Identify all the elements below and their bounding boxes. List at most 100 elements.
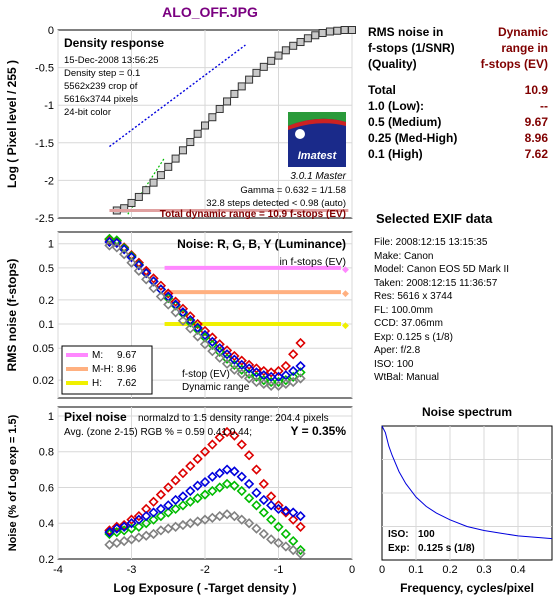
density-point [289, 41, 298, 50]
pixel-noise-point-b [155, 503, 167, 515]
summary-header-left-3: (Quality) [368, 57, 417, 71]
density-point [142, 186, 151, 195]
pixel-noise-chart: 1 0.8 0.6 0.4 0.2-4 -3 -2 -1 0 Log Exposure ( -Ta… [7, 406, 355, 595]
pixel-noise-point-b [133, 514, 144, 525]
pixel-noise-point-g [141, 518, 152, 529]
pixel-noise-point-g [155, 510, 167, 522]
pixel-noise-point-b [170, 494, 181, 506]
y-tick-label: 0.2 [39, 554, 54, 566]
pixel-noise-point-b [280, 505, 291, 516]
pixel-noise-point-y [288, 544, 299, 556]
density-point [149, 178, 158, 187]
pixel-noise-point-g [163, 507, 174, 518]
noise-point-r [148, 273, 159, 284]
summary-value: 7.62 [524, 147, 548, 161]
pixel-noise-point-g [185, 496, 196, 507]
noise-point-y [133, 265, 144, 276]
exif-line: File: 2008:12:15 13:15:35 [374, 237, 488, 248]
info-line: 5616x3744 pixels [64, 94, 138, 105]
y-tick-label: 0.1 [39, 319, 54, 331]
x-tick-label: 0 [349, 564, 355, 576]
density-point [245, 75, 254, 84]
noise-point-b [104, 236, 115, 248]
pixel-noise-point-y [280, 541, 291, 552]
y-axis-label: Log ( Pixel level / 255 ) [5, 60, 19, 188]
noise-point-r [163, 288, 174, 299]
y-tick-label: 0.2 [39, 295, 54, 307]
page-title: ALO_OFF.JPG [162, 4, 258, 20]
summary-row-high: 0.1 (High) 7.62 [368, 146, 548, 162]
density-point [296, 38, 305, 47]
pixel-noise-point-g [214, 482, 225, 493]
density-point [274, 51, 283, 60]
chart-title: Noise spectrum [422, 405, 512, 419]
pixel-noise-point-b [199, 476, 211, 488]
density-point [178, 146, 187, 155]
dynamic-range-summary: RMS noise in Dynamic f-stops (1/SNR) ran… [368, 24, 548, 162]
summary-row-total: Total 10.9 [368, 82, 548, 98]
threshold-marker: ◆ [342, 288, 349, 298]
pixel-noise-point-g [133, 521, 144, 532]
logo-text: Imatest [298, 150, 338, 162]
pixel-noise-point-g [236, 485, 247, 497]
pixel-noise-point-r [133, 510, 144, 522]
summary-header-right-2: range in [501, 41, 548, 55]
pixel-noise-point-r [214, 432, 225, 443]
summary-row-med-high: 0.25 (Med-High) 8.96 [368, 130, 548, 146]
pixel-noise-point-b [119, 521, 130, 532]
y-axis-label: Noise (% of Log exp = 1.5) [7, 414, 19, 551]
y-tick-label: 0.05 [33, 343, 54, 355]
pixel-noise-point-r [236, 439, 247, 450]
density-response-chart: 0 -0.5 -1 -1.5 -2 -2.5 Log ( Pixel level / 255… [5, 25, 356, 225]
density-point [311, 31, 320, 40]
summary-value: 8.96 [524, 131, 548, 145]
pixel-noise-point-y [170, 521, 181, 532]
chart-title: Noise: R, G, B, Y (Luminance) [177, 237, 346, 251]
density-point [156, 171, 165, 180]
pixel-noise-point-y [163, 523, 174, 534]
pixel-noise-point-g [258, 507, 269, 518]
noise-point-y [126, 257, 137, 268]
summary-row-low: 1.0 (Low): -- [368, 98, 548, 114]
pixel-noise-point-y [119, 535, 130, 547]
y-tick-label: -1.5 [35, 138, 54, 150]
density-point [193, 129, 202, 138]
pixel-noise-point-y [229, 510, 240, 522]
summary-label: 0.1 (High) [368, 147, 423, 161]
pixel-noise-point-b [221, 464, 233, 475]
pixel-noise-point-g [243, 493, 255, 504]
pixel-noise-point-g [192, 493, 203, 504]
noise-point-y [148, 283, 159, 294]
summary-value: -- [540, 99, 548, 113]
pixel-noise-point-r [155, 489, 167, 500]
pixel-noise-point-y [251, 523, 262, 534]
noise-point-y [295, 373, 306, 384]
pixel-noise-point-g [266, 514, 277, 525]
summary-header-right-3: f-stops (EV) [480, 57, 548, 71]
exp-label: Exp: [388, 543, 410, 554]
x-tick-label: -4 [53, 564, 63, 576]
pixel-noise-point-y [111, 537, 122, 549]
noise-point-y [251, 376, 262, 388]
noise-point-y [258, 378, 269, 389]
density-point [281, 46, 290, 55]
legend-label: M: [92, 350, 103, 361]
y-tick-label: 0.5 [39, 263, 54, 275]
pixel-noise-point-r [170, 475, 181, 486]
y-tick-label: 1 [48, 239, 54, 251]
noise-point-y [185, 323, 196, 334]
x-tick-label: -2 [200, 564, 210, 576]
pixel-noise-point-g [221, 478, 233, 490]
noise-point-y [214, 352, 225, 363]
pixel-noise-point-y [214, 510, 225, 522]
pixel-noise-point-r [119, 519, 130, 531]
density-point [333, 26, 342, 35]
noise-point-y [119, 249, 130, 260]
y-tick-label: -2 [44, 175, 54, 187]
x-tick-label: -1 [274, 564, 284, 576]
pixel-noise-point-y [192, 516, 203, 527]
annotation-line: f-stop (EV) [182, 369, 230, 380]
noise-point-g [266, 376, 277, 388]
density-point [230, 89, 239, 98]
noise-point-b [126, 252, 137, 263]
